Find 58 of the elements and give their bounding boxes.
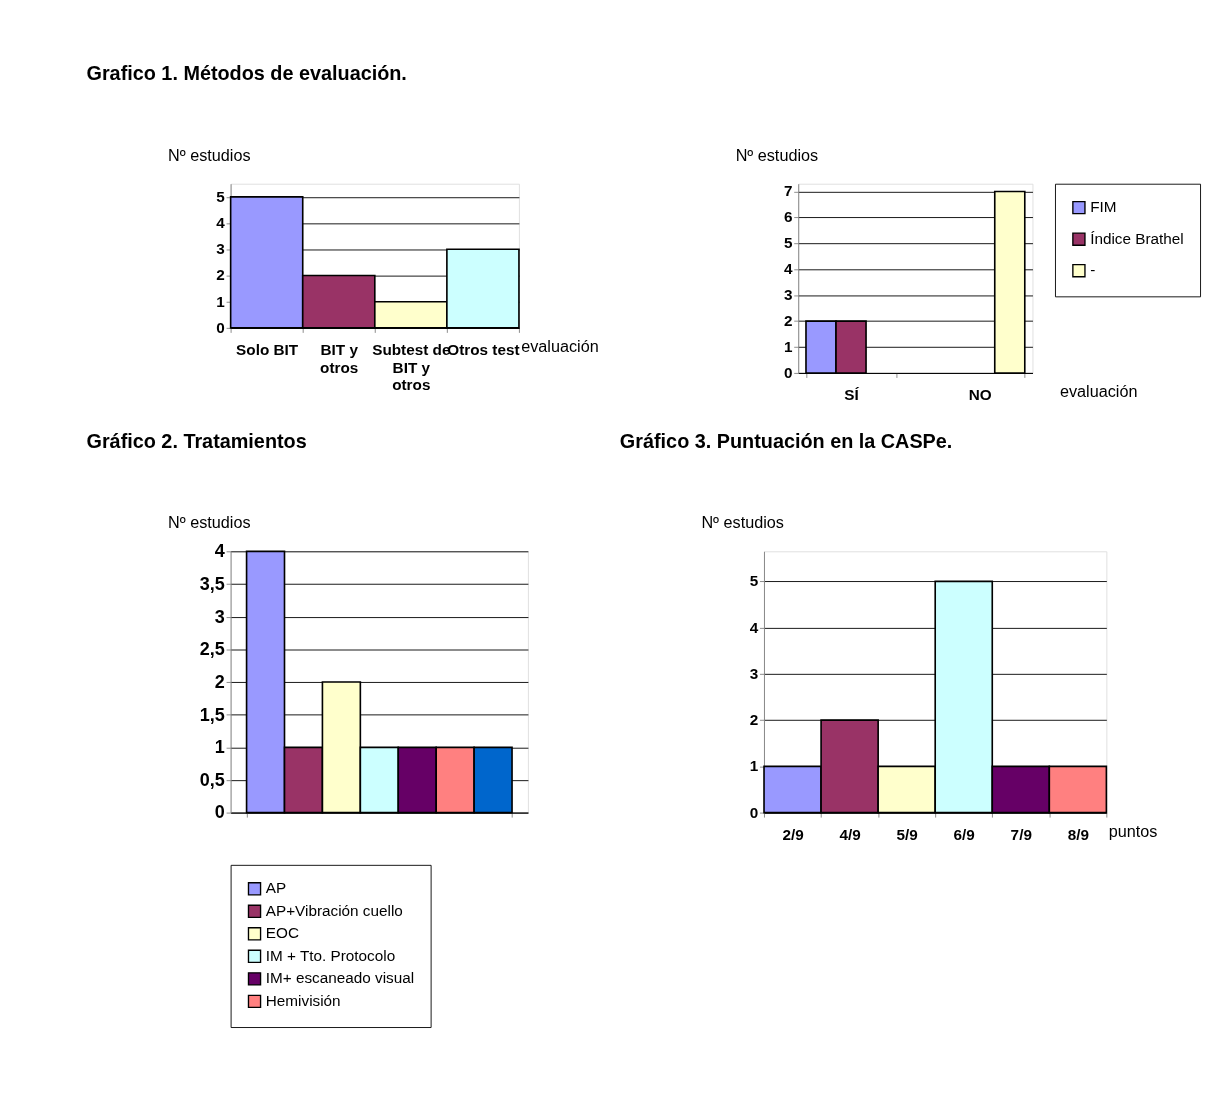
x-tick-label: 5/9 <box>896 826 918 844</box>
y-tick-label: 2 <box>214 671 225 692</box>
y-tick-label: 1 <box>216 292 226 310</box>
legend-label: - <box>1090 261 1096 279</box>
legend-label: IM + Tto. Protocolo <box>265 946 396 964</box>
y-tick-label: 1 <box>749 757 759 775</box>
chart-title: Grafico 1. Métodos de evaluación. <box>86 62 407 85</box>
y-tick-label: 1 <box>214 737 225 758</box>
y-tick-label: 2 <box>216 266 225 284</box>
y-tick-label: 3,5 <box>199 573 225 594</box>
y-tick-label: 0,5 <box>199 769 225 790</box>
chart-title: Gráfico 3. Puntuación en la CASPe. <box>619 429 953 452</box>
legend-label: IM+ escaneado visual <box>265 969 415 987</box>
y-tick-label: 4 <box>783 260 793 278</box>
x-tick-label: 8/9 <box>1067 826 1089 844</box>
x-tick-label: 4/9 <box>839 826 861 844</box>
y-tick-label: 2 <box>783 312 793 330</box>
x-axis-title: puntos <box>1108 821 1158 840</box>
legend-label: FIM <box>1090 198 1117 216</box>
x-tick-label: 7/9 <box>1010 826 1032 844</box>
y-tick-label: 3 <box>783 286 793 304</box>
y-tick-label: 2 <box>749 711 759 729</box>
x-tick-label: 2/9 <box>782 826 804 844</box>
y-tick-label: 0 <box>749 803 759 821</box>
y-tick-label: 3 <box>216 240 225 258</box>
x-axis-title: evaluación <box>521 336 599 355</box>
y-tick-label: 5 <box>783 234 793 252</box>
legend-label: AP+Vibración cuello <box>265 901 403 919</box>
y-tick-label: 0 <box>214 802 225 823</box>
y-tick-label: 1,5 <box>199 704 225 725</box>
x-tick-label: SÍ <box>844 386 860 404</box>
y-axis-title: Nº estudios <box>168 145 251 164</box>
x-axis-title: evaluación <box>1059 381 1138 400</box>
y-tick-label: 0 <box>216 318 225 336</box>
x-tick-label: 6/9 <box>953 826 975 844</box>
y-tick-label: 4 <box>216 214 226 232</box>
x-tick-label: BIT y otros <box>320 341 359 376</box>
y-tick-label: 6 <box>783 208 793 226</box>
y-tick-label: 4 <box>214 541 225 562</box>
legend-label: Hemivisión <box>265 991 341 1009</box>
y-axis-title: Nº estudios <box>701 513 784 532</box>
legend-label: EOC <box>265 924 299 942</box>
y-tick-label: 3 <box>214 606 225 627</box>
y-tick-label: 0 <box>783 363 793 381</box>
x-tick-label: Solo BIT <box>236 341 299 359</box>
y-tick-label: 3 <box>749 664 759 682</box>
legend-label: AP <box>265 879 287 897</box>
y-axis-title: Nº estudios <box>735 145 819 164</box>
y-tick-label: 2,5 <box>199 639 225 660</box>
y-tick-label: 7 <box>783 182 793 200</box>
y-tick-label: 4 <box>749 618 759 636</box>
chart-title: Gráfico 2. Tratamientos <box>86 429 307 452</box>
legend-label: Índice Brathel <box>1090 229 1184 247</box>
y-tick-label: 5 <box>216 187 226 205</box>
y-tick-label: 1 <box>783 338 793 355</box>
y-tick-label: 5 <box>749 572 759 590</box>
y-axis-title: Nº estudios <box>168 513 251 532</box>
x-tick-label: NO <box>968 386 992 404</box>
